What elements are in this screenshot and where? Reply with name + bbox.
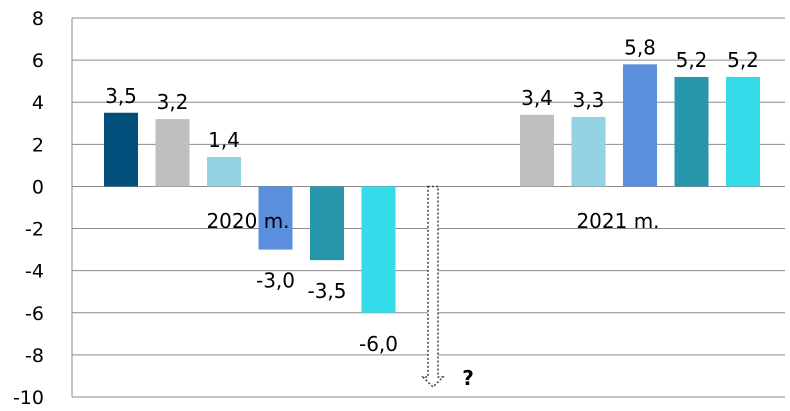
y-tick-label: -10 [13, 387, 44, 409]
data-label: -3,5 [307, 279, 346, 303]
data-label: 5,2 [676, 48, 708, 72]
y-tick-label: 4 [32, 92, 44, 114]
y-tick-label: 2 [32, 134, 44, 156]
data-label: 3,2 [157, 90, 189, 114]
data-label: 3,5 [105, 84, 137, 108]
y-tick-label: -8 [25, 345, 44, 367]
bar [623, 64, 657, 187]
bar [207, 156, 241, 187]
bars: 3,5 3,2 1,4 -3,0 -3,5 -6,0 3,4 3,3 5,8 5,2 5,2 [104, 35, 760, 356]
data-label: 5,8 [624, 35, 656, 59]
group-labels: 2020 m. 2021 m. [206, 209, 659, 233]
data-label: 1,4 [208, 128, 240, 152]
arrow-down-icon [421, 185, 445, 389]
bar [258, 186, 293, 250]
y-tick-label: 0 [32, 176, 44, 198]
bar [104, 112, 138, 187]
y-axis: 8 6 4 2 0 -2 -4 -6 -8 -10 [13, 8, 44, 409]
data-label: 5,2 [727, 48, 759, 72]
data-label: 3,4 [521, 86, 553, 110]
y-tick-label: -2 [25, 219, 44, 241]
y-tick-label: 8 [32, 8, 44, 30]
bar [155, 119, 190, 187]
data-label: -3,0 [256, 269, 295, 293]
bar [674, 76, 709, 187]
group-label: 2021 m. [576, 209, 659, 233]
annotation-text: ? [462, 366, 474, 390]
data-label: -6,0 [359, 332, 398, 356]
bar [310, 186, 344, 261]
data-label: 3,3 [573, 88, 605, 112]
bar [361, 186, 396, 313]
y-tick-label: 6 [32, 50, 44, 72]
y-tick-label: -6 [25, 303, 44, 325]
annotation: ? [421, 185, 474, 390]
bar [726, 76, 760, 187]
y-tick-label: -4 [25, 261, 44, 283]
bar [520, 114, 554, 187]
bar [571, 116, 606, 187]
group-label: 2020 m. [206, 209, 289, 233]
